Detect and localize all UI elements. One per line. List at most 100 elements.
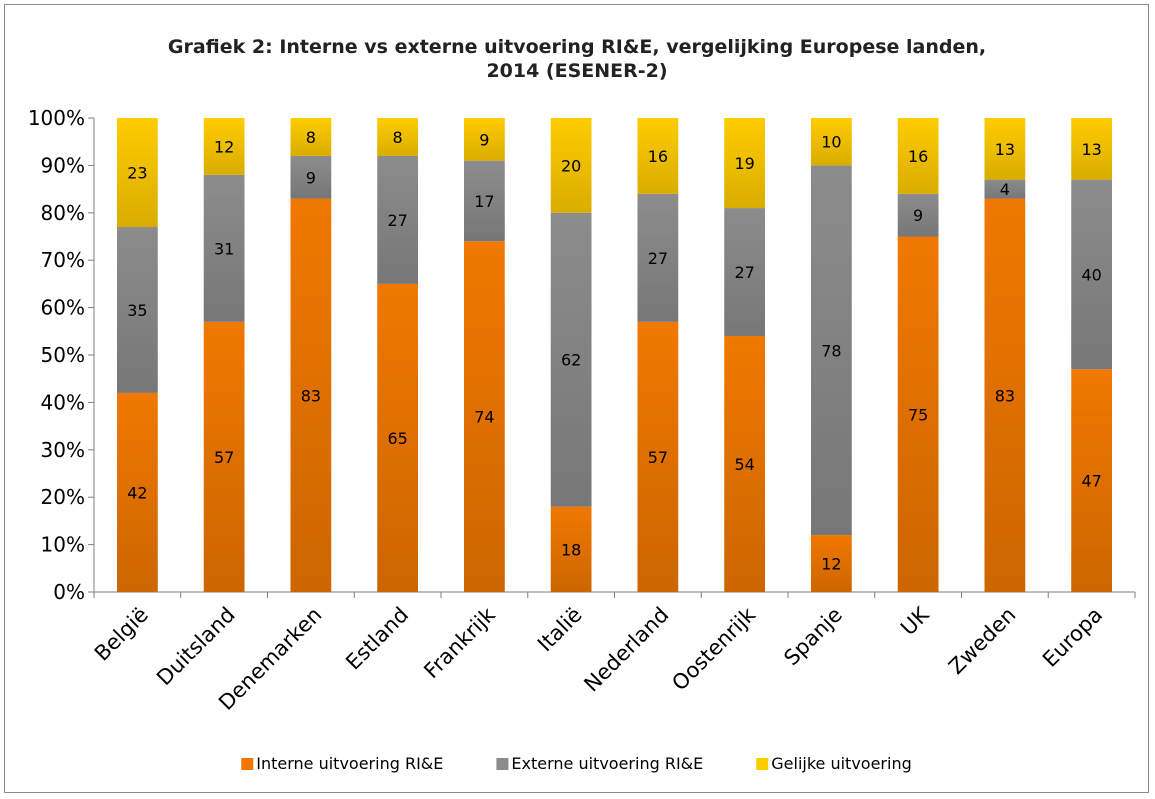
data-label: 20 [561,156,581,175]
legend-label: Gelijke uitvoering [771,754,911,773]
data-label: 35 [127,301,147,320]
bar-segment [810,535,852,592]
data-label: 54 [734,455,754,474]
legend-item: Externe uitvoering RI&E [496,754,703,773]
bar-segment [724,336,766,592]
bar-segment [897,118,939,194]
data-label: 57 [214,448,234,467]
bar-segment [897,193,939,237]
data-label: 78 [821,341,841,360]
data-label: 9 [306,168,316,187]
category-label: België [90,603,153,666]
data-label: 42 [127,483,147,502]
bar-segment [1071,118,1113,180]
data-label: 9 [913,206,923,225]
category-label: Estland [341,603,413,675]
bar-segment [203,174,245,322]
legend-swatch [756,758,769,770]
legend-swatch [241,758,254,770]
data-label: 31 [214,239,234,258]
y-tick-label: 50% [41,343,85,367]
legend: Interne uitvoering RI&E Externe uitvoerin… [241,754,912,773]
data-label: 8 [393,128,403,147]
y-tick-label: 60% [41,296,85,320]
bar-segment [463,118,505,161]
category-label: Nederland [579,603,673,697]
bar-segment [637,118,679,194]
data-label: 12 [821,555,841,574]
bar-8: 12 78 10 [810,118,852,592]
bar-7: 54 27 19 [724,118,766,592]
y-tick-label: 90% [41,153,85,177]
data-label: 23 [127,164,147,183]
legend-label: Externe uitvoering RI&E [511,754,703,773]
bar-1: 57 31 12 [203,118,245,592]
bar-2: 83 9 8 [290,118,332,592]
legend-label: Interne uitvoering RI&E [256,754,443,773]
bar-segment [637,321,679,592]
bar-11: 47 40 13 [1071,118,1113,592]
category-label: UK [896,602,934,640]
chart-frame: Grafiek 2: Interne vs externe uitvoering… [4,4,1149,793]
bar-segment [203,321,245,592]
y-tick-label: 20% [41,485,85,509]
data-label: 83 [995,386,1015,405]
y-tick-label: 70% [41,248,85,272]
data-label: 13 [1081,140,1101,159]
bar-segment [724,118,766,209]
y-axis: 0% 10% 20% 30% 40% 50% 60% 70% 80% 90% 100% [28,106,95,604]
bar-segment [377,283,419,592]
data-label: 16 [648,147,668,166]
data-label: 13 [995,140,1015,159]
data-label: 17 [474,192,494,211]
bar-segment [1071,179,1113,370]
bar-segment [116,227,158,393]
bar-segment [116,392,158,592]
y-tick-label: 10% [41,533,85,557]
bar-0: 42 35 23 [116,118,158,592]
category-label: Oostenrijk [667,602,760,695]
category-label: Italië [533,603,587,657]
data-label: 18 [561,540,581,559]
bar-segment [1071,369,1113,592]
bar-segment [290,118,332,156]
bar-segment [203,118,245,175]
bar-4: 74 17 9 [463,118,505,593]
bar-segment [637,193,679,322]
bar-segment [116,118,158,228]
bar-segment [550,506,592,592]
chart-title-line-1: Grafiek 2: Interne vs externe uitvoering… [168,36,986,58]
legend-item: Interne uitvoering RI&E [241,754,443,773]
bar-segment [897,236,939,592]
bar-segment [377,155,419,284]
bars: 42 35 23 57 31 12 83 9 8 65 27 8 74 17 9 18 62 20 57 27 16 54… [116,118,1113,593]
data-label: 65 [387,429,407,448]
bar-10: 83 4 13 [984,118,1026,592]
legend-swatch [496,758,509,770]
bar-segment [810,165,852,536]
bar-6: 57 27 16 [637,118,679,592]
stacked-bar-chart: Grafiek 2: Interne vs externe uitvoering… [28,36,1136,773]
bar-segment [463,160,505,242]
category-label: Europa [1038,603,1107,672]
bar-9: 75 9 16 [897,118,939,592]
data-label: 10 [821,133,841,152]
data-label: 16 [908,147,928,166]
data-label: 57 [648,448,668,467]
category-label: Duitsland [152,603,240,691]
bar-segment [984,118,1026,180]
bar-segment [290,155,332,199]
data-label: 83 [301,386,321,405]
data-label: 9 [479,130,489,149]
bar-segment [984,198,1026,592]
y-tick-label: 30% [41,438,85,462]
bar-segment [463,241,505,593]
bar-segment [550,118,592,213]
bar-3: 65 27 8 [377,118,419,592]
data-label: 47 [1081,472,1101,491]
data-label: 27 [648,249,668,268]
data-label: 27 [734,263,754,282]
y-tick-label: 0% [53,580,85,604]
data-label: 40 [1081,265,1101,284]
